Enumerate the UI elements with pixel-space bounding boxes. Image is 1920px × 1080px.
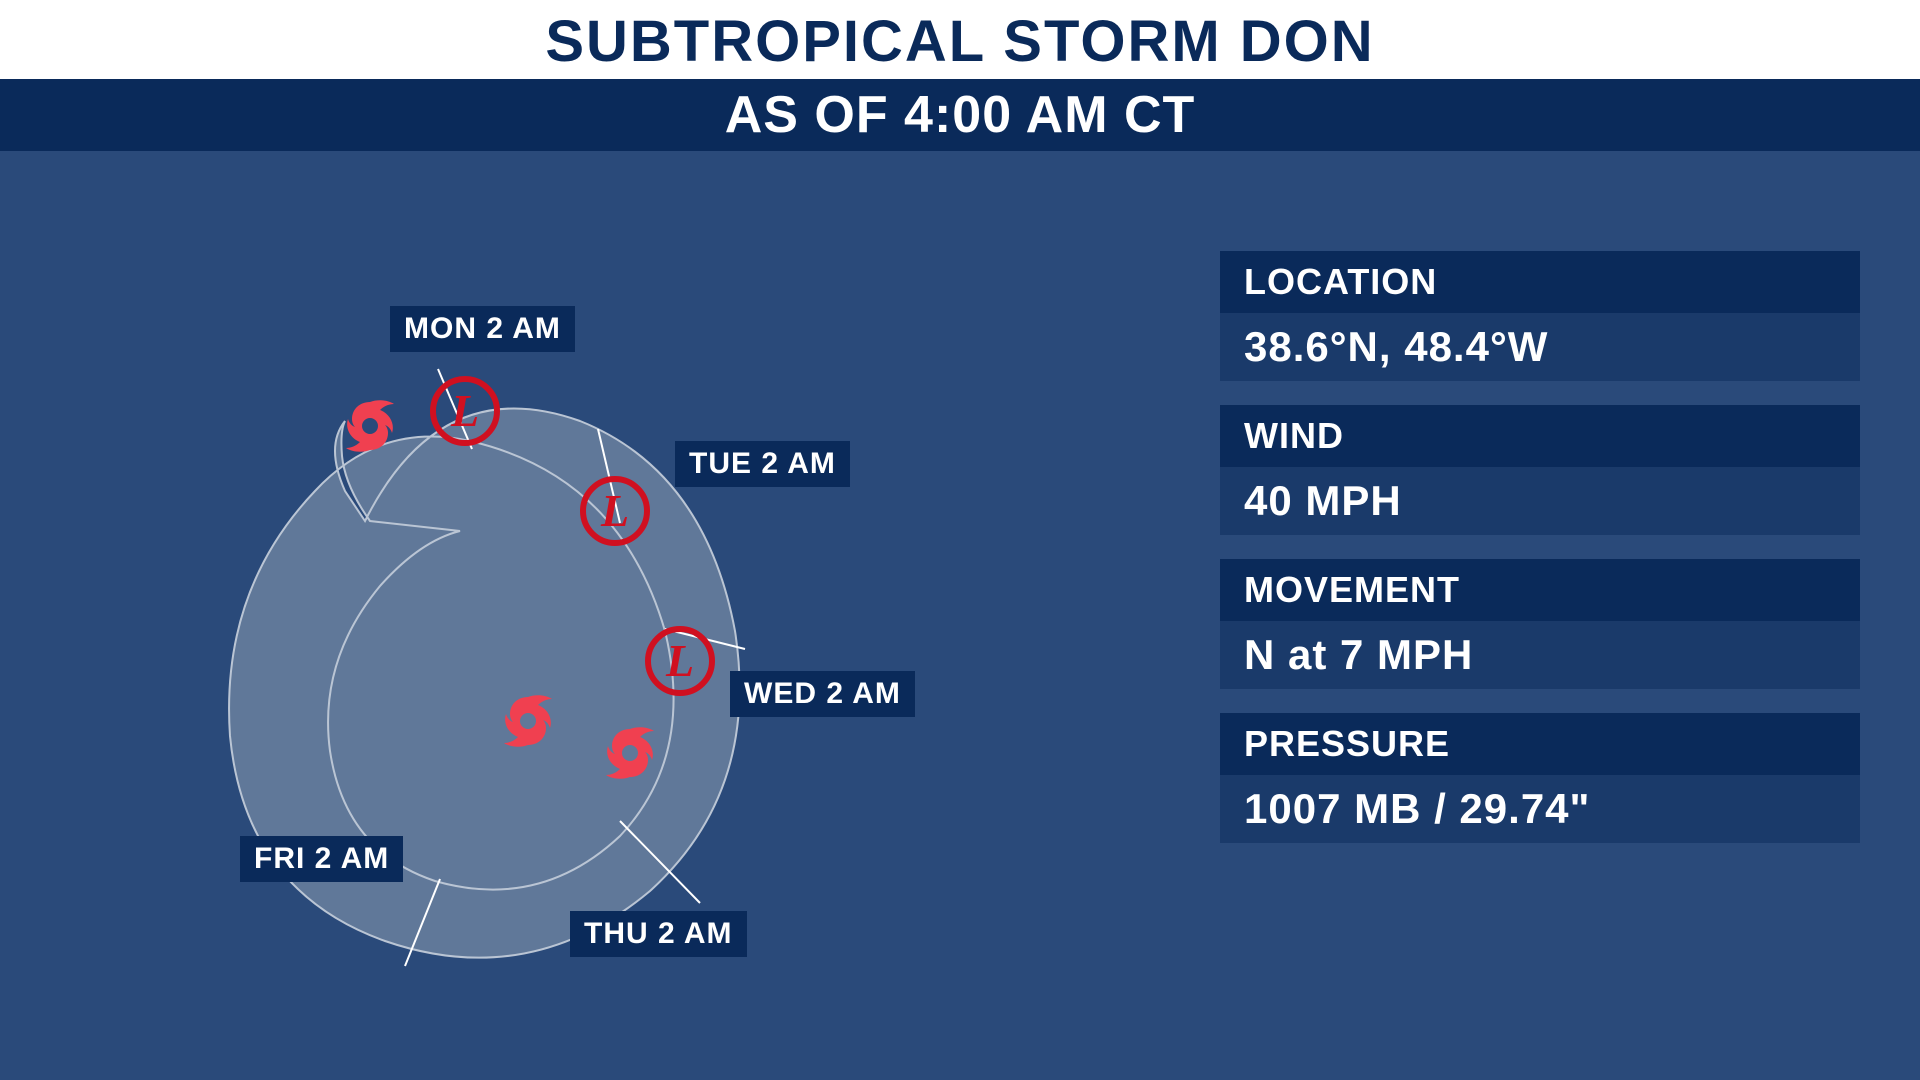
info-label: PRESSURE xyxy=(1220,713,1860,775)
tropical-storm-icon xyxy=(602,725,658,781)
advisory-time: AS OF 4:00 AM CT xyxy=(0,85,1920,145)
storm-info-panel: LOCATION 38.6°N, 48.4°W WIND 40 MPH MOVE… xyxy=(1220,251,1860,867)
content-area: MON 2 AM TUE 2 AM WED 2 AM THU 2 AM FRI … xyxy=(0,151,1920,1071)
low-pressure-icon: L xyxy=(580,476,650,546)
header-blue-bar: AS OF 4:00 AM CT xyxy=(0,79,1920,151)
forecast-time-label: THU 2 AM xyxy=(570,911,747,957)
low-pressure-icon: L xyxy=(645,626,715,696)
forecast-time-label: WED 2 AM xyxy=(730,671,915,717)
forecast-time-label: MON 2 AM xyxy=(390,306,575,352)
tropical-storm-icon xyxy=(500,693,556,749)
info-value: 40 MPH xyxy=(1220,467,1860,535)
info-block-movement: MOVEMENT N at 7 MPH xyxy=(1220,559,1860,689)
info-label: MOVEMENT xyxy=(1220,559,1860,621)
low-pressure-icon: L xyxy=(430,376,500,446)
header-white-bar: SUBTROPICAL STORM DON xyxy=(0,0,1920,79)
info-value: 1007 MB / 29.74" xyxy=(1220,775,1860,843)
info-label: LOCATION xyxy=(1220,251,1860,313)
forecast-map: MON 2 AM TUE 2 AM WED 2 AM THU 2 AM FRI … xyxy=(120,191,1080,1031)
cone-svg xyxy=(120,191,1080,1031)
storm-title: SUBTROPICAL STORM DON xyxy=(0,8,1920,75)
forecast-time-label: TUE 2 AM xyxy=(675,441,850,487)
tropical-storm-icon xyxy=(342,398,398,454)
info-block-location: LOCATION 38.6°N, 48.4°W xyxy=(1220,251,1860,381)
forecast-time-label: FRI 2 AM xyxy=(240,836,403,882)
info-value: N at 7 MPH xyxy=(1220,621,1860,689)
info-block-wind: WIND 40 MPH xyxy=(1220,405,1860,535)
info-block-pressure: PRESSURE 1007 MB / 29.74" xyxy=(1220,713,1860,843)
info-label: WIND xyxy=(1220,405,1860,467)
info-value: 38.6°N, 48.4°W xyxy=(1220,313,1860,381)
